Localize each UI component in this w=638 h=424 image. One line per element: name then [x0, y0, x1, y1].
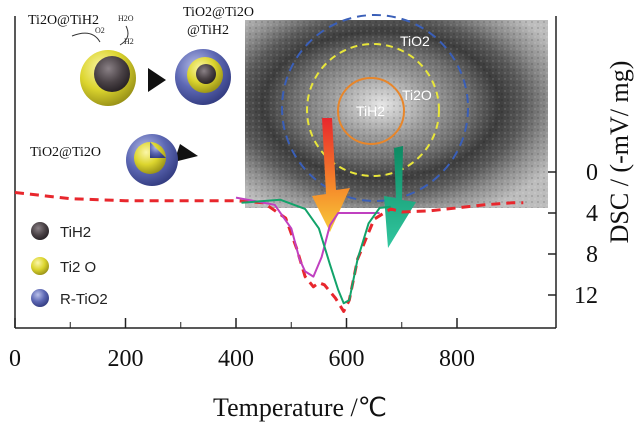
- scheme-label-end: TiO2@Ti2O: [30, 145, 101, 160]
- legend-label-rtio2: R-TiO2: [60, 291, 108, 308]
- step-arrow-2-icon: [174, 144, 198, 162]
- y-axis-title: DSC / (-mV/ mg): [605, 61, 634, 244]
- legend-item-rtio2: R-TiO2: [31, 289, 108, 308]
- scheme-label-core-shell: TiO2@Ti2O: [183, 5, 254, 20]
- particle-tio2-ti2o-tih2-icon: [175, 49, 231, 105]
- y-tick-label: 12: [574, 283, 598, 309]
- particle-tio2-ti2o-icon: [126, 134, 178, 186]
- h2-release-arrow-icon: [119, 25, 129, 46]
- tem-label-ti2o: Ti2O: [402, 87, 432, 103]
- legend-label-tih2: TiH2: [60, 224, 91, 241]
- tio2-boundary: [281, 14, 469, 202]
- scheme-label-core-shell-2: @TiH2: [187, 23, 229, 38]
- x-tick-label: 200: [108, 346, 144, 372]
- x-tick-label: 0: [9, 346, 21, 372]
- orange-arrow-icon: [312, 118, 350, 232]
- y-tick-label: 4: [586, 201, 598, 227]
- o2-uptake-arrow-icon: [71, 32, 101, 43]
- rtio2-sphere-icon: [31, 289, 49, 307]
- step-arrow-1-icon: [148, 68, 166, 92]
- dsc-series-1-line: [14, 191, 524, 313]
- x-tick-label: 800: [439, 346, 475, 372]
- legend-item-tih2: TiH2: [31, 222, 91, 241]
- x-axis-title: Temperature /℃: [213, 393, 387, 422]
- reagent-o2: O2: [95, 26, 105, 35]
- legend: TiH2 Ti2 O R-TiO2: [31, 222, 108, 308]
- dsc-series-3-line: [241, 198, 391, 305]
- reagent-h2o: H2O: [118, 14, 134, 23]
- dsc-series-2-line: [235, 196, 380, 278]
- ti2o-sphere-icon: [31, 257, 49, 275]
- legend-item-ti2o: Ti2 O: [31, 257, 96, 276]
- tih2-sphere-icon: [31, 222, 49, 240]
- plot-area: [14, 191, 524, 313]
- y-tick-label: 8: [586, 242, 598, 268]
- tih2-boundary: [337, 77, 405, 145]
- reagent-h2: H2: [124, 37, 134, 46]
- ti2o-boundary: [306, 43, 440, 177]
- tem-label-tih2: TiH2: [356, 103, 385, 119]
- y-tick-label: 0: [586, 160, 598, 186]
- scheme-label-start: Ti2O@TiH2: [28, 13, 99, 28]
- x-tick-label: 400: [218, 346, 254, 372]
- legend-label-ti2o: Ti2 O: [60, 259, 96, 276]
- particle-ti2o-tih2-icon: [80, 50, 136, 106]
- tem-inset: TiO2 Ti2O TiH2: [245, 14, 548, 248]
- x-ticks: 0 200 400 600 800: [9, 318, 475, 372]
- x-tick-label: 600: [329, 346, 365, 372]
- reaction-scheme: Ti2O@TiH2 TiO2@Ti2O @TiH2 O2 H2O H2 TiO2…: [28, 5, 254, 186]
- tem-label-tio2: TiO2: [400, 33, 430, 49]
- green-arrow-icon: [384, 146, 416, 248]
- y-ticks: 0 4 8 12: [548, 160, 598, 309]
